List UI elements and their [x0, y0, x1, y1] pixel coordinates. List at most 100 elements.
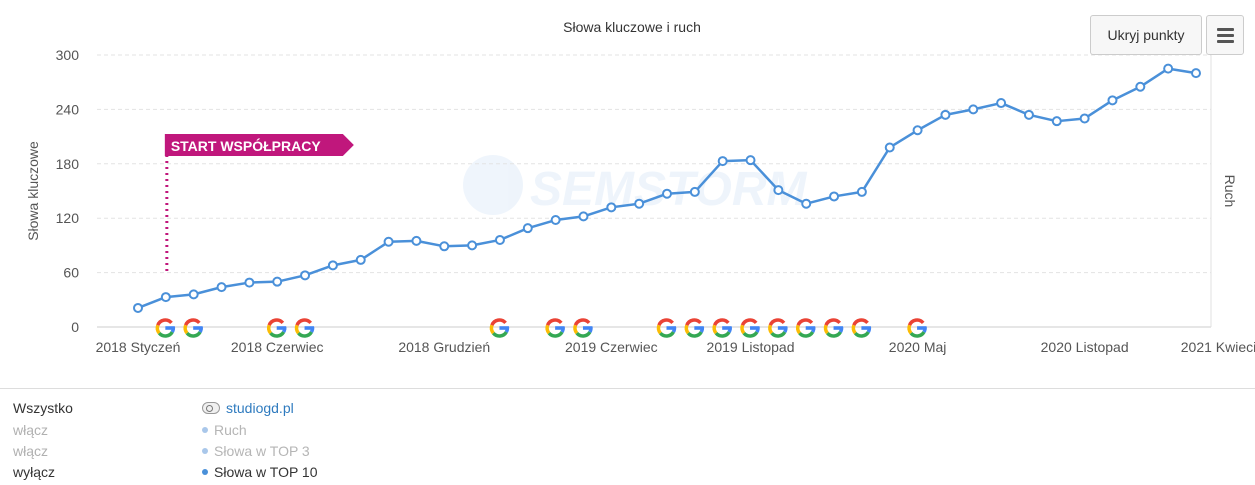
- data-point[interactable]: [188, 289, 199, 300]
- hide-points-button[interactable]: Ukryj punkty: [1090, 15, 1202, 55]
- data-point[interactable]: [133, 302, 143, 313]
- google-icon-arc: [768, 324, 774, 335]
- data-point[interactable]: [634, 198, 645, 209]
- data-point[interactable]: [1135, 81, 1146, 92]
- data-point[interactable]: [940, 109, 951, 120]
- google-icon[interactable]: [907, 318, 927, 338]
- data-point[interactable]: [662, 188, 672, 199]
- google-icon-bar: [193, 326, 203, 330]
- data-point[interactable]: [856, 186, 867, 197]
- data-point[interactable]: [912, 125, 923, 136]
- data-point[interactable]: [160, 292, 171, 303]
- google-icon[interactable]: [266, 318, 287, 338]
- data-point[interactable]: [801, 198, 812, 209]
- data-point[interactable]: [829, 191, 840, 202]
- data-point[interactable]: [884, 142, 895, 153]
- y-tick-label: 120: [56, 210, 80, 226]
- toggle-link[interactable]: włącz: [13, 443, 49, 459]
- data-point[interactable]: [244, 277, 255, 288]
- google-icon-arc: [659, 330, 675, 338]
- x-tick-label: 2021 Kwiecień: [1181, 339, 1255, 355]
- google-icon-bar: [722, 326, 732, 330]
- google-icon-arc: [686, 330, 703, 338]
- data-point[interactable]: [717, 156, 728, 167]
- google-icon-arc: [156, 318, 173, 327]
- data-point[interactable]: [300, 270, 311, 281]
- legend-domain[interactable]: studiogd.pl: [202, 400, 294, 416]
- toggle-link[interactable]: włącz: [13, 422, 49, 438]
- x-axis-labels: 2018 Styczeń 2018 Czerwiec 2018 Grudzień 20…: [96, 339, 1255, 355]
- data-point[interactable]: [996, 98, 1007, 109]
- google-icon-arc: [657, 318, 674, 327]
- google-icon[interactable]: [545, 318, 565, 338]
- data-point[interactable]: [439, 241, 450, 252]
- legend-item-top10[interactable]: Słowa w TOP 10: [202, 464, 318, 480]
- series-legend-panel: Wszystko studiogd.pl włącz Ruch włącz Sł…: [0, 388, 1255, 485]
- google-icon-bar: [750, 326, 760, 330]
- toggle-link[interactable]: wyłącz: [13, 464, 56, 480]
- x-tick-label: 2018 Styczeń: [96, 339, 181, 355]
- google-icon[interactable]: [155, 318, 176, 338]
- data-point[interactable]: [411, 235, 422, 246]
- google-icon-bar: [917, 326, 927, 330]
- google-icon-arc: [852, 318, 869, 327]
- google-icon[interactable]: [795, 318, 816, 338]
- chart-menu-button[interactable]: [1206, 15, 1244, 55]
- google-icon-arc: [491, 330, 508, 338]
- google-icon-arc: [826, 330, 842, 338]
- google-icon[interactable]: [656, 318, 677, 338]
- grid-lines: [97, 54, 1211, 274]
- data-point[interactable]: [606, 202, 617, 213]
- google-icon-arc: [490, 318, 507, 327]
- google-icon-bar: [861, 326, 871, 330]
- legend-item-ruch[interactable]: Ruch: [202, 422, 247, 438]
- google-icon[interactable]: [183, 318, 203, 338]
- data-point[interactable]: [1191, 68, 1201, 79]
- google-icon[interactable]: [851, 318, 872, 338]
- data-point[interactable]: [383, 236, 394, 247]
- google-icon-arc: [489, 324, 495, 335]
- google-icon-arc: [267, 318, 285, 327]
- google-icon[interactable]: [294, 318, 315, 338]
- legend-item-top3[interactable]: Słowa w TOP 3: [202, 443, 310, 459]
- google-icon-arc: [685, 318, 702, 327]
- data-point[interactable]: [467, 240, 478, 251]
- google-icon[interactable]: [740, 318, 760, 338]
- google-icon-arc: [713, 318, 730, 327]
- data-point[interactable]: [578, 211, 589, 222]
- data-point[interactable]: [1051, 116, 1062, 127]
- google-icon[interactable]: [489, 318, 510, 338]
- data-point[interactable]: [968, 104, 979, 115]
- google-icon-arc: [183, 324, 189, 335]
- data-point[interactable]: [1163, 63, 1174, 74]
- domain-link[interactable]: studiogd.pl: [226, 400, 294, 416]
- google-icon[interactable]: [823, 318, 844, 338]
- data-point[interactable]: [1107, 95, 1118, 106]
- google-icon-arc: [740, 318, 758, 327]
- data-point[interactable]: [327, 260, 338, 271]
- google-icon-arc: [185, 330, 202, 338]
- google-update-markers: [155, 318, 927, 338]
- toggle-all-link[interactable]: Wszystko: [13, 400, 73, 416]
- data-point[interactable]: [550, 215, 561, 226]
- google-icon-arc: [770, 330, 787, 338]
- data-point[interactable]: [272, 276, 283, 287]
- data-point[interactable]: [745, 155, 756, 166]
- data-point[interactable]: [689, 186, 700, 197]
- google-icon-arc: [547, 330, 564, 338]
- google-icon-arc: [573, 324, 579, 335]
- google-icon-arc: [294, 324, 300, 335]
- google-icon[interactable]: [573, 318, 593, 338]
- x-tick-label: 2019 Listopad: [707, 339, 795, 355]
- data-point[interactable]: [216, 282, 227, 293]
- google-icon[interactable]: [768, 318, 788, 338]
- google-icon[interactable]: [684, 318, 705, 338]
- data-point[interactable]: [522, 223, 533, 234]
- data-point[interactable]: [773, 185, 784, 196]
- data-point[interactable]: [1023, 109, 1034, 120]
- data-point[interactable]: [355, 254, 366, 265]
- y-axis-ticks: 0 60 120 180 240 300: [56, 47, 80, 335]
- google-icon[interactable]: [712, 318, 732, 338]
- data-point[interactable]: [494, 234, 505, 245]
- data-point[interactable]: [1079, 113, 1090, 124]
